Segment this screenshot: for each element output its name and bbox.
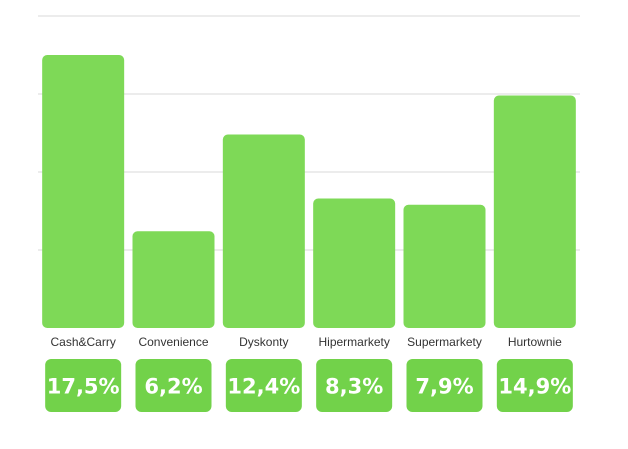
value-label: 14,9% xyxy=(498,375,571,399)
category-label: Hipermarkety xyxy=(318,335,389,349)
value-badge xyxy=(45,359,122,412)
value-badges: 17,5% 6,2% 12,4% 8,3% 7,9% 14,9% xyxy=(45,359,573,412)
value-badge xyxy=(496,359,573,412)
bars xyxy=(42,55,576,328)
bar-convenience xyxy=(132,231,215,328)
bar-hurtownie xyxy=(493,95,576,328)
value-label: 8,3% xyxy=(325,375,383,399)
gridlines xyxy=(38,15,580,251)
value-badge xyxy=(316,359,393,412)
bar-hipermarkety xyxy=(313,198,396,328)
category-labels: Cash&Carry Convenience Dyskonty Hipermarket… xyxy=(50,335,562,349)
value-badge xyxy=(135,359,212,412)
value-badge xyxy=(225,359,302,412)
value-label: 12,4% xyxy=(227,375,300,399)
bar-cash-carry xyxy=(42,55,125,328)
value-label: 7,9% xyxy=(415,375,473,399)
category-label: Hurtownie xyxy=(508,335,562,349)
category-label: Convenience xyxy=(138,335,208,349)
category-label: Cash&Carry xyxy=(50,335,115,349)
value-badge xyxy=(406,359,483,412)
value-label: 6,2% xyxy=(144,375,202,399)
category-label: Dyskonty xyxy=(239,335,288,349)
value-label: 17,5% xyxy=(47,375,120,399)
bar-supermarkety xyxy=(403,204,486,328)
bar-dyskonty xyxy=(222,134,305,328)
category-label: Supermarkety xyxy=(407,335,482,349)
